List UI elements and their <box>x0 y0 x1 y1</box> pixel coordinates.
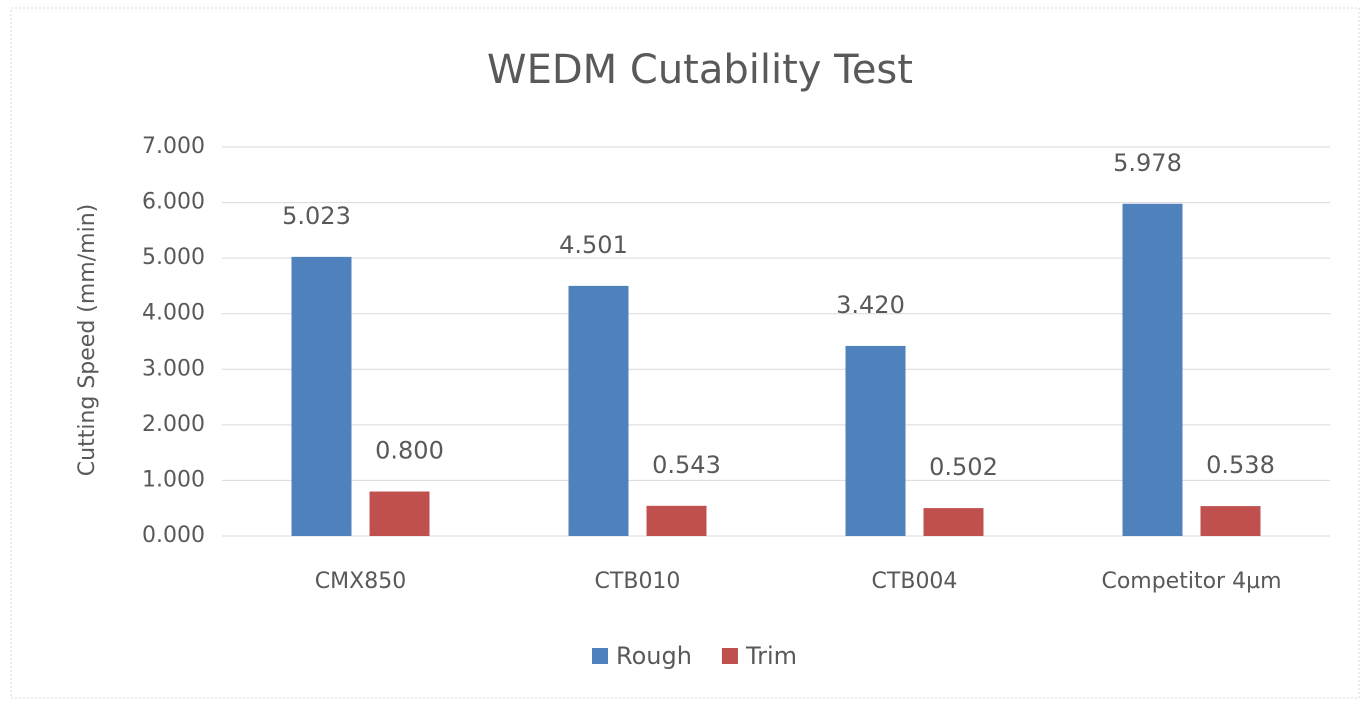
y-tick-label: 2.000 <box>142 412 205 437</box>
y-tick-label: 6.000 <box>142 190 205 215</box>
bar <box>1200 506 1261 536</box>
y-tick-label: 0.000 <box>142 523 205 548</box>
x-tick-label: Competitor 4µm <box>1101 569 1281 594</box>
y-tick-label: 4.000 <box>142 301 205 326</box>
y-axis-label: Cutting Speed (mm/min) <box>75 204 100 476</box>
y-tick-label: 7.000 <box>142 134 205 159</box>
bar <box>845 345 906 536</box>
bar <box>291 256 352 536</box>
legend-swatch <box>721 648 738 664</box>
chart-title: WEDM Cutability Test <box>487 47 913 93</box>
legend-swatch <box>592 648 608 664</box>
bar <box>369 491 430 536</box>
data-label: 0.800 <box>375 437 444 465</box>
bar <box>1122 203 1183 536</box>
bar <box>568 285 629 536</box>
data-label: 5.978 <box>1113 149 1182 177</box>
legend-label: Trim <box>745 642 797 670</box>
y-tick-label: 3.000 <box>142 356 205 381</box>
y-tick-label: 1.000 <box>142 467 205 492</box>
x-tick-label: CTB004 <box>872 569 958 594</box>
data-label: 0.538 <box>1206 451 1275 479</box>
data-label: 4.501 <box>559 231 628 259</box>
x-tick-label: CMX850 <box>315 569 406 594</box>
legend-label: Rough <box>616 642 692 670</box>
data-label: 3.420 <box>836 291 905 319</box>
x-tick-label: CTB010 <box>595 569 681 594</box>
y-tick-label: 5.000 <box>142 245 205 270</box>
data-label: 5.023 <box>282 202 351 230</box>
data-label: 0.543 <box>652 451 721 479</box>
bar <box>923 508 984 536</box>
bar <box>646 505 707 536</box>
data-label: 0.502 <box>929 453 998 481</box>
